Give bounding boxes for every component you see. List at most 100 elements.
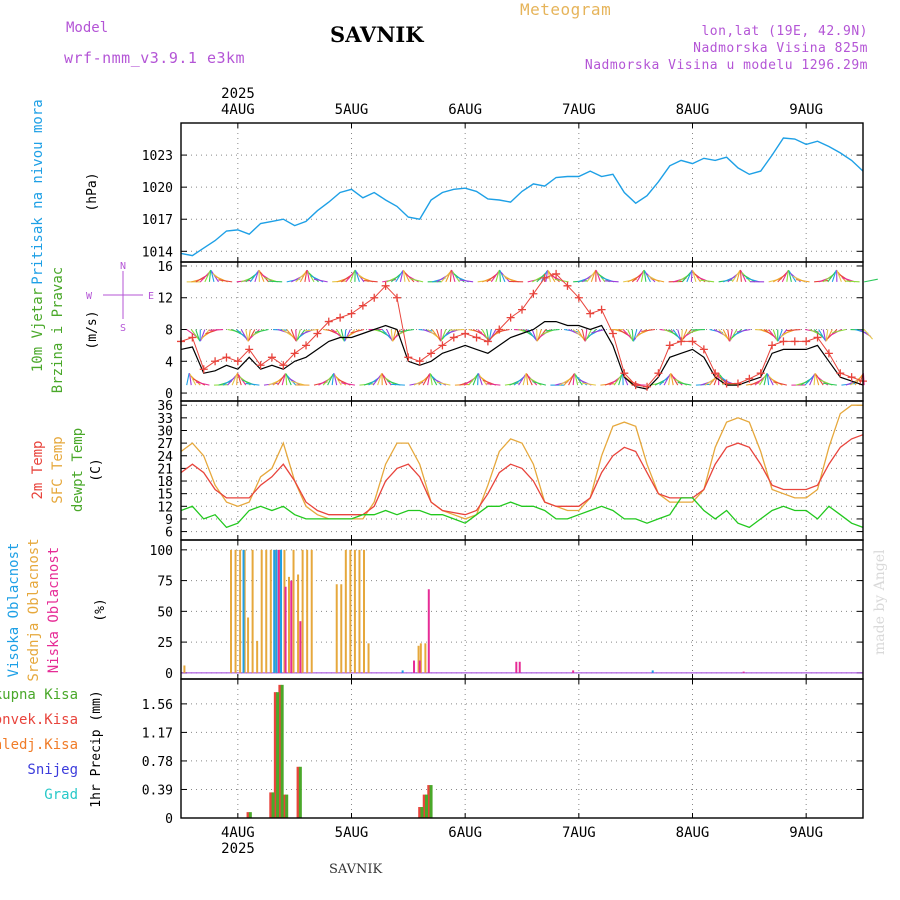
cloud-axis-title-3: Niska Oblacnost xyxy=(46,547,62,673)
wind-gust-marker xyxy=(518,305,526,314)
wind-barb xyxy=(297,329,306,341)
wind-gust-marker xyxy=(415,357,424,366)
compass-n: N xyxy=(120,261,126,272)
wind-barb xyxy=(636,270,644,283)
wind-barb xyxy=(344,329,351,341)
wind-gust-marker xyxy=(711,369,720,378)
footer-station: SAVNIK xyxy=(329,862,383,877)
top-date-label: 5AUG xyxy=(335,102,369,118)
wind-barb xyxy=(304,328,319,332)
wind-barb xyxy=(596,271,606,283)
wind-barb xyxy=(363,280,378,283)
wind-barb xyxy=(459,380,473,386)
wind-barb xyxy=(677,381,692,386)
wind-barb xyxy=(247,329,251,342)
wind-barb xyxy=(347,329,360,337)
wind-barb xyxy=(186,373,190,386)
wind-barb xyxy=(390,272,402,283)
wind-barb xyxy=(743,274,756,283)
wind-gust-marker xyxy=(392,293,401,302)
wind-barb xyxy=(577,329,585,341)
wind-barb xyxy=(754,376,766,386)
wind-barb xyxy=(864,278,878,283)
wind-barb xyxy=(254,328,269,333)
temp-ytick-label: 6 xyxy=(165,526,173,541)
precip-bar-precip_total xyxy=(276,692,280,818)
wind-barb xyxy=(627,329,634,341)
cloud-ytick-label: 50 xyxy=(157,605,173,620)
precip-bar-precip_conv xyxy=(427,785,431,818)
temp-axis-title-3: dewpt Temp xyxy=(70,428,86,512)
wind-barb xyxy=(449,269,452,282)
bottom-year: 2025 xyxy=(221,841,255,857)
precip-legend-item: Konvek.Kisa xyxy=(0,712,78,728)
wind-gust-marker xyxy=(199,365,208,374)
cloud-ytick-label: 0 xyxy=(165,667,173,682)
precip-legend-item: Zaledj.Kisa xyxy=(0,737,78,753)
wind-barb xyxy=(727,329,730,342)
wind-gust-marker xyxy=(336,313,345,322)
wind-gust-marker xyxy=(222,353,231,362)
top-date-label: 6AUG xyxy=(448,102,482,118)
wind-gust-marker xyxy=(245,345,254,354)
wind-barb xyxy=(441,329,451,340)
cloud-ytick-label: 25 xyxy=(157,636,173,651)
compass-s: S xyxy=(120,323,126,334)
temp-ytick-label: 36 xyxy=(157,399,173,414)
bottom-date-label: 8AUG xyxy=(676,825,710,841)
panel-frame-0 xyxy=(180,122,864,263)
wind-barb xyxy=(788,269,792,282)
wind-barb xyxy=(231,373,238,386)
wind-gust-marker xyxy=(665,341,674,350)
cloud-axis-title-1: Visoka Oblacnost xyxy=(6,543,22,678)
wind-barb xyxy=(268,280,283,283)
precip-bar-precip_conv xyxy=(296,766,300,818)
wind-barb xyxy=(518,374,526,386)
wind-barb xyxy=(306,269,310,282)
wind-barb xyxy=(768,329,777,340)
wind-barb xyxy=(322,375,333,386)
wind-barb xyxy=(285,373,288,386)
model-label: Model xyxy=(66,20,109,36)
wind-gust-marker xyxy=(586,309,595,318)
wind-barb xyxy=(845,280,860,283)
wind-barb xyxy=(236,373,238,386)
wind-barb xyxy=(585,329,592,341)
precip-ytick-label: 1.17 xyxy=(142,726,173,741)
wind-gust-marker xyxy=(733,379,742,388)
wind-barb xyxy=(288,377,301,386)
wind-barb xyxy=(189,373,197,386)
wind-barb xyxy=(837,271,847,283)
wind-barb xyxy=(604,280,619,283)
model-name: wrf-nmm_v3.9.1 e3km xyxy=(64,49,246,67)
wind-gust-marker xyxy=(790,337,799,346)
wind-gust-marker xyxy=(404,353,413,362)
wind-barb xyxy=(440,272,451,283)
wind-gust-marker xyxy=(847,373,856,382)
wind-barb xyxy=(767,373,774,386)
wind-barb xyxy=(445,270,452,283)
wind-barb xyxy=(345,271,355,283)
wind-barb xyxy=(692,271,701,283)
wind-gust-marker xyxy=(620,369,629,378)
wind-barb xyxy=(825,329,829,342)
wind-ytick-label: 16 xyxy=(157,260,173,275)
wind-barb xyxy=(631,329,634,342)
wind-gust-marker xyxy=(699,345,708,354)
wind-barb xyxy=(581,329,586,342)
wind-barb xyxy=(822,382,837,386)
wind-barb xyxy=(584,329,588,342)
wind-barb xyxy=(386,329,393,341)
wind-gust-marker xyxy=(347,309,356,318)
wind-gust-marker xyxy=(563,281,572,290)
wind-barb xyxy=(826,329,833,341)
precip-bar-precip_total xyxy=(429,785,433,818)
wind-barb xyxy=(249,271,259,283)
wind-barb xyxy=(495,270,500,283)
wind-barb xyxy=(254,270,260,283)
wind-barb xyxy=(245,382,260,386)
wind-barb xyxy=(286,329,296,340)
wind-gust-marker xyxy=(552,269,561,278)
wind-barb xyxy=(613,374,622,386)
wind-barb xyxy=(422,374,430,386)
